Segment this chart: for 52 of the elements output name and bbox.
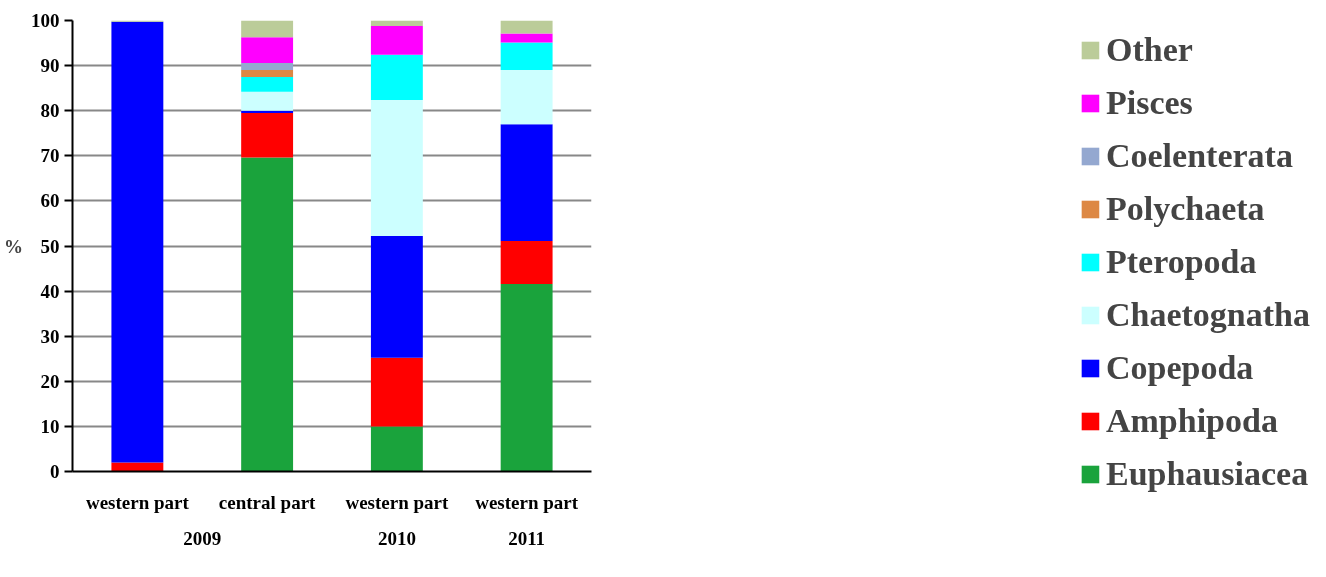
- x-tick-label: western part: [475, 491, 579, 513]
- y-tick-label: 70: [40, 145, 60, 167]
- y-tick-label: 20: [40, 370, 60, 392]
- bar: [241, 37, 294, 63]
- x-tick-label: western part: [345, 491, 449, 513]
- y-tick-label: 40: [40, 280, 60, 302]
- text: 2009: [183, 527, 222, 549]
- bar: [370, 236, 423, 358]
- y-tick-label: 60: [40, 190, 60, 212]
- bar: [241, 112, 294, 158]
- bar: [241, 20, 294, 38]
- y-axis-title: %: [4, 235, 23, 257]
- bar: [370, 20, 423, 26]
- legend-label: Other: [1105, 30, 1193, 70]
- bar: [370, 357, 423, 427]
- bar: [370, 99, 423, 237]
- legend-label: Chaetognatha: [1105, 295, 1310, 335]
- legend-label: Euphausiacea: [1105, 454, 1309, 494]
- y-tick-label: 100: [31, 10, 60, 31]
- text: 2010: [377, 527, 416, 549]
- bar: [370, 25, 423, 55]
- bar: [370, 426, 423, 472]
- bar: [241, 62, 294, 71]
- bar: [370, 54, 423, 100]
- legend-label: Pisces: [1105, 83, 1193, 123]
- bar: [241, 157, 294, 472]
- bar: [500, 124, 553, 242]
- x-tick-label: central part: [218, 491, 317, 513]
- bar: [500, 283, 553, 472]
- bar: [500, 33, 553, 43]
- y-tick-label: 10: [40, 415, 60, 437]
- bar: [241, 70, 294, 77]
- bar: [500, 70, 553, 125]
- bar: [500, 42, 553, 71]
- bar: [111, 21, 164, 463]
- y-tick-label: 80: [40, 100, 60, 122]
- y-tick-label: 0: [50, 461, 60, 482]
- bar: [241, 91, 294, 111]
- y-tick-label: 50: [40, 235, 60, 257]
- legend-label: Copepoda: [1105, 348, 1254, 388]
- bar: [111, 462, 164, 472]
- legend-label: Polychaeta: [1105, 189, 1265, 229]
- bar: [500, 241, 553, 284]
- bar: [241, 76, 294, 92]
- y-tick-label: 30: [40, 325, 60, 347]
- text: 2011: [508, 527, 546, 549]
- legend-label: Coelenterata: [1105, 136, 1293, 176]
- y-tick-label: 90: [40, 55, 60, 77]
- legend-label: Amphipoda: [1105, 401, 1278, 441]
- legend-label: Pteropoda: [1105, 242, 1257, 282]
- bar: [500, 20, 553, 34]
- x-tick-label: western part: [85, 491, 190, 513]
